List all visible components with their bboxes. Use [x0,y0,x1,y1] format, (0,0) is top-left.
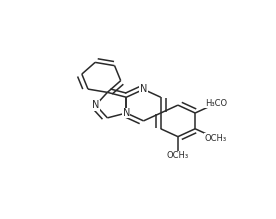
Text: OCH₃: OCH₃ [167,151,189,160]
Text: N: N [140,84,147,94]
Text: N: N [123,108,130,118]
Text: N: N [92,100,99,110]
Text: OCH₃: OCH₃ [205,134,227,143]
Text: H₃CO: H₃CO [205,99,227,108]
